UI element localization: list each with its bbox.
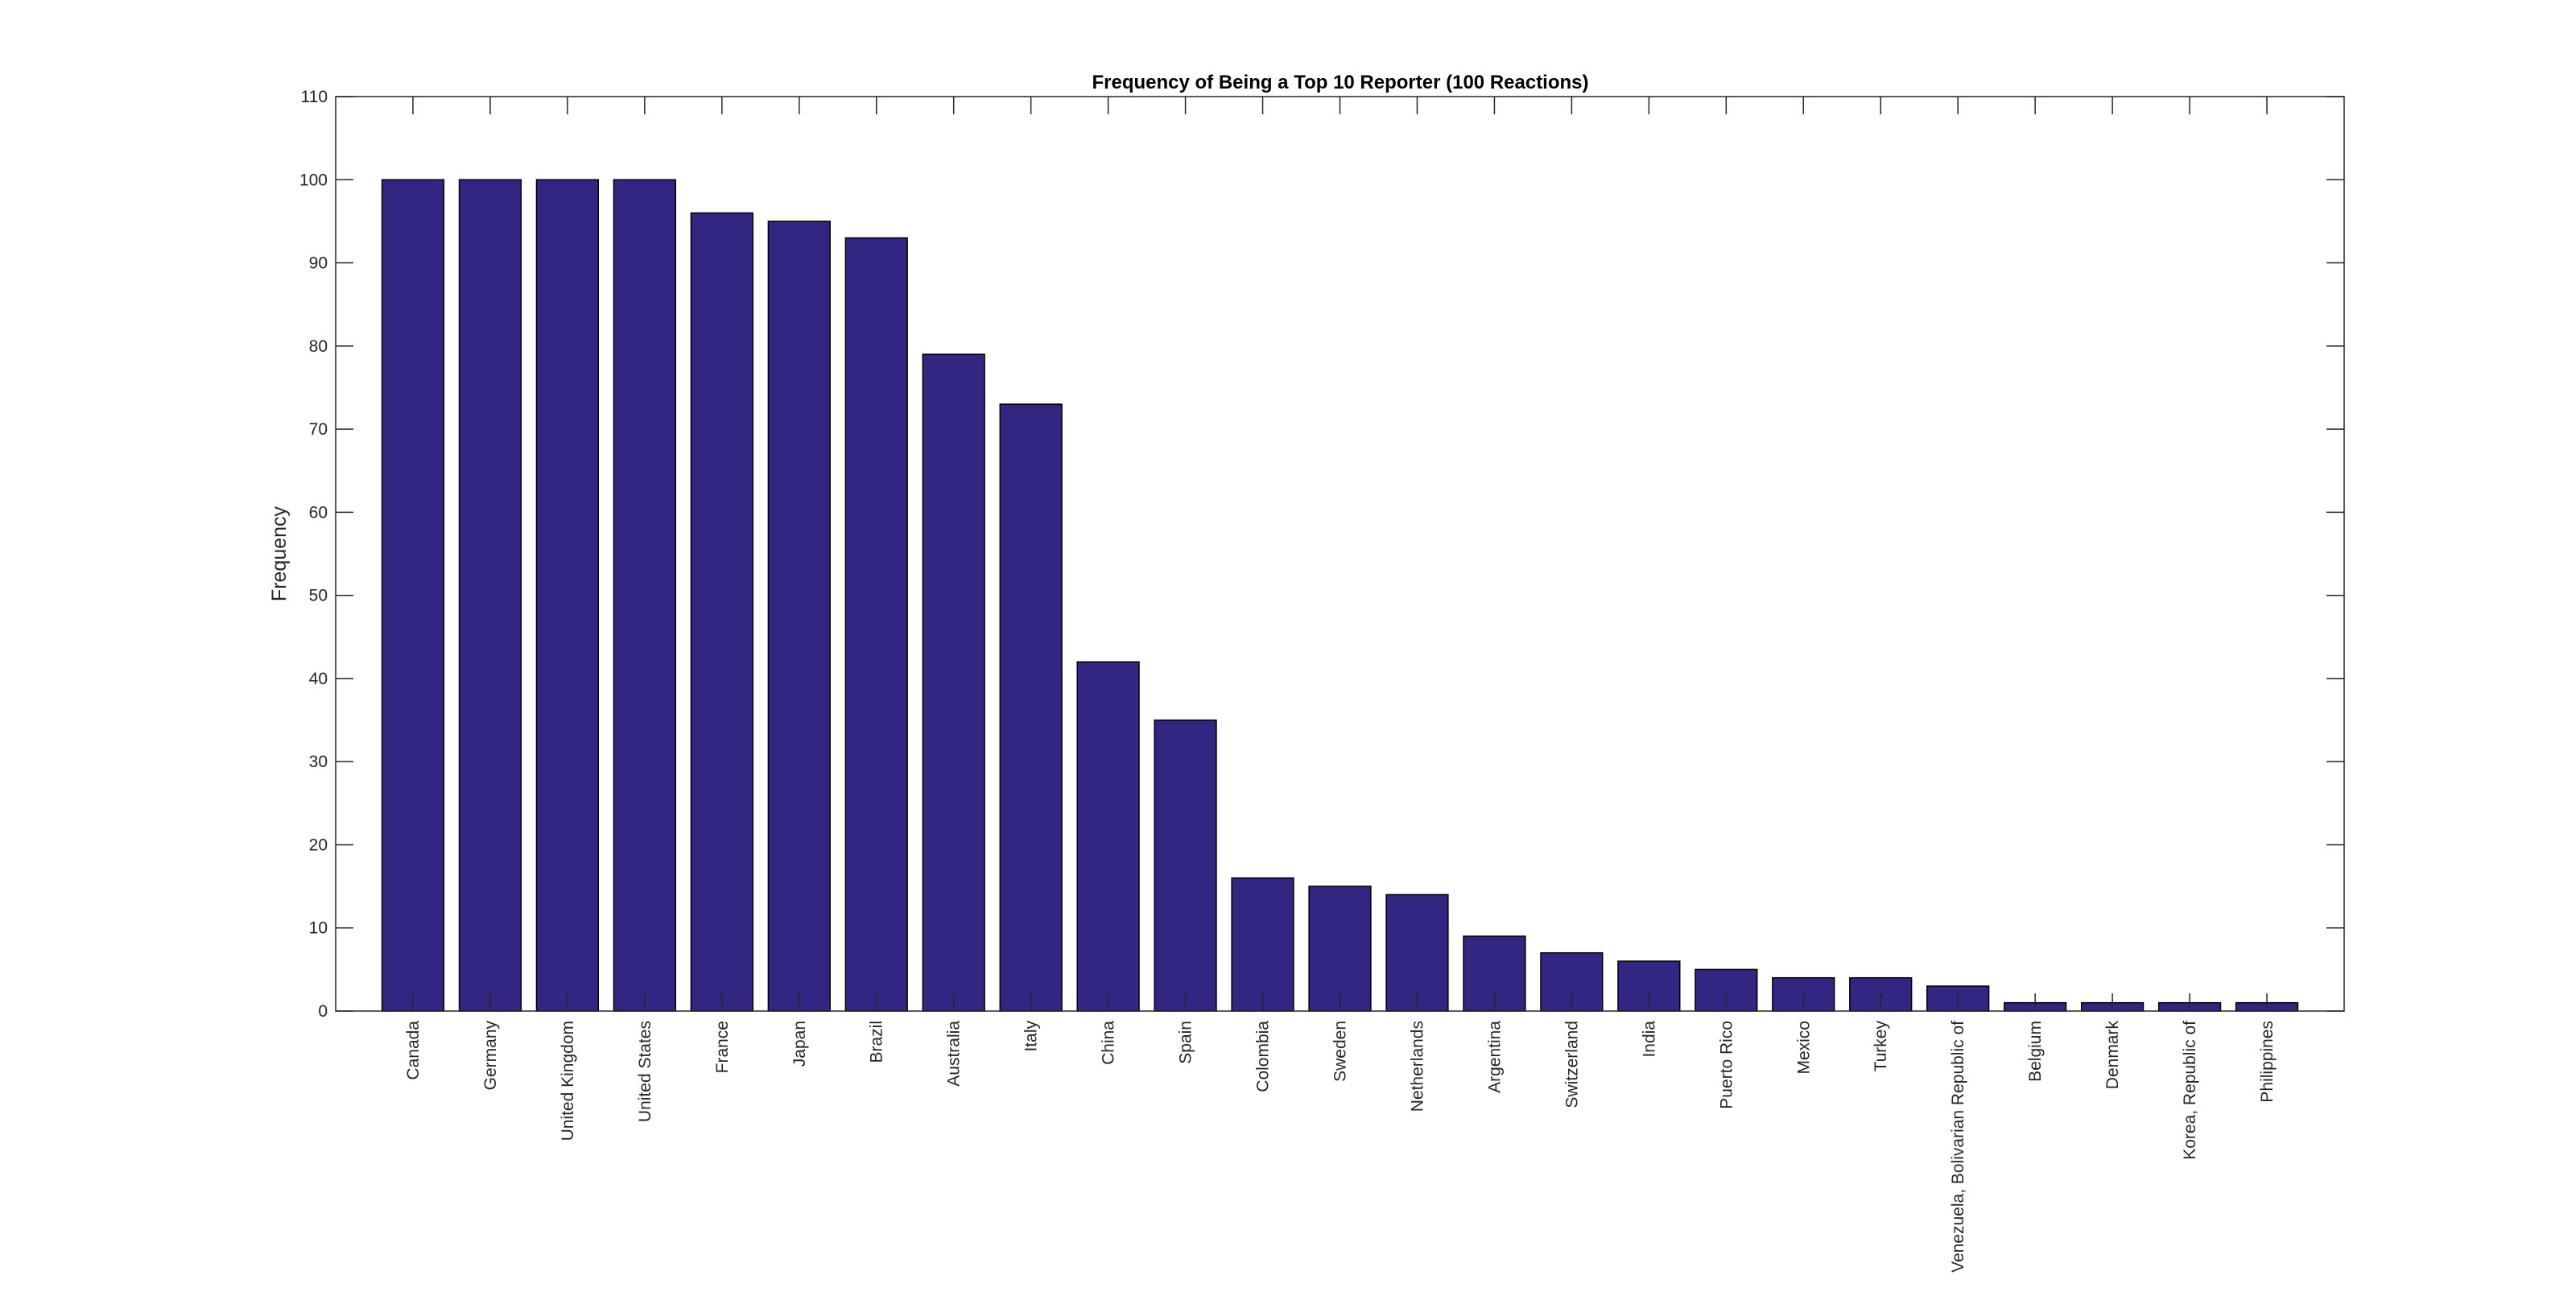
y-tick-label: 10	[309, 919, 328, 938]
x-tick-label: Australia	[945, 1021, 964, 1087]
bar-spain	[1154, 719, 1217, 1012]
y-tick-label: 90	[309, 254, 328, 273]
bar-canada	[381, 179, 445, 1012]
x-tick-label: Brazil	[868, 1021, 886, 1063]
x-tick-label: Korea, Republic of	[2181, 1021, 2199, 1160]
bar-japan	[767, 221, 831, 1012]
x-tick-label: United States	[636, 1021, 654, 1122]
x-tick-label: Argentina	[1485, 1021, 1504, 1093]
x-tick-label: India	[1640, 1021, 1658, 1058]
x-tick-label: Colombia	[1254, 1021, 1273, 1092]
y-tick-label: 110	[301, 88, 328, 106]
x-tick-label: Spain	[1177, 1021, 1195, 1064]
bars-group	[381, 179, 2299, 1012]
x-tick-label: Netherlands	[1408, 1021, 1426, 1112]
x-tick-label: Puerto Rico	[1717, 1021, 1736, 1109]
x-tick-label: Sweden	[1331, 1021, 1350, 1082]
y-axis-label: Frequency	[268, 506, 291, 601]
bar-germany	[458, 179, 522, 1012]
x-tick-label: Mexico	[1794, 1021, 1813, 1075]
bar-france	[690, 212, 753, 1012]
y-tick-label: 60	[309, 503, 328, 522]
bar-china	[1076, 661, 1140, 1012]
x-tick-label: France	[713, 1021, 732, 1073]
x-tick-label: Turkey	[1872, 1021, 1890, 1072]
y-tick-label: 100	[299, 171, 328, 189]
y-tick-label: 80	[309, 337, 328, 356]
x-tick-label: China	[1100, 1021, 1118, 1065]
x-tick-label: United Kingdom	[559, 1021, 577, 1141]
bar-netherlands	[1385, 894, 1449, 1012]
y-tick-label: 50	[309, 587, 328, 605]
x-tick-label: Philippines	[2258, 1021, 2277, 1103]
bar-brazil	[844, 237, 908, 1012]
x-tick-label: Italy	[1022, 1021, 1041, 1052]
bar-italy	[999, 403, 1063, 1012]
y-tick-label: 30	[309, 753, 328, 771]
x-tick-label: Germany	[481, 1021, 500, 1091]
x-tick-label: Venezuela, Bolivarian Republic of	[1949, 1021, 1967, 1273]
y-tick-label: 20	[309, 836, 328, 854]
bar-united-kingdom	[535, 179, 600, 1012]
y-tick-label: 0	[318, 1002, 328, 1021]
bar-sweden	[1308, 885, 1372, 1012]
bar-united-states	[613, 179, 676, 1012]
bar-australia	[922, 353, 985, 1012]
bar-colombia	[1231, 877, 1294, 1012]
x-tick-label: Belgium	[2026, 1021, 2045, 1082]
chart-title: Frequency of Being a Top 10 Reporter (10…	[1092, 72, 1588, 93]
axes-group: 0 10 20 30 40 50 60 70 80 90 100 110 Canada Germany Un…	[299, 88, 2345, 1273]
x-tick-label: Japan	[791, 1021, 809, 1067]
y-tick-label: 40	[309, 670, 328, 688]
bar-switzerland	[1540, 951, 1604, 1012]
x-tick-label: Canada	[404, 1021, 423, 1080]
y-tick-label: 70	[309, 420, 328, 439]
x-tick-label: Switzerland	[1563, 1021, 1581, 1108]
x-tick-label: Denmark	[2103, 1021, 2122, 1090]
